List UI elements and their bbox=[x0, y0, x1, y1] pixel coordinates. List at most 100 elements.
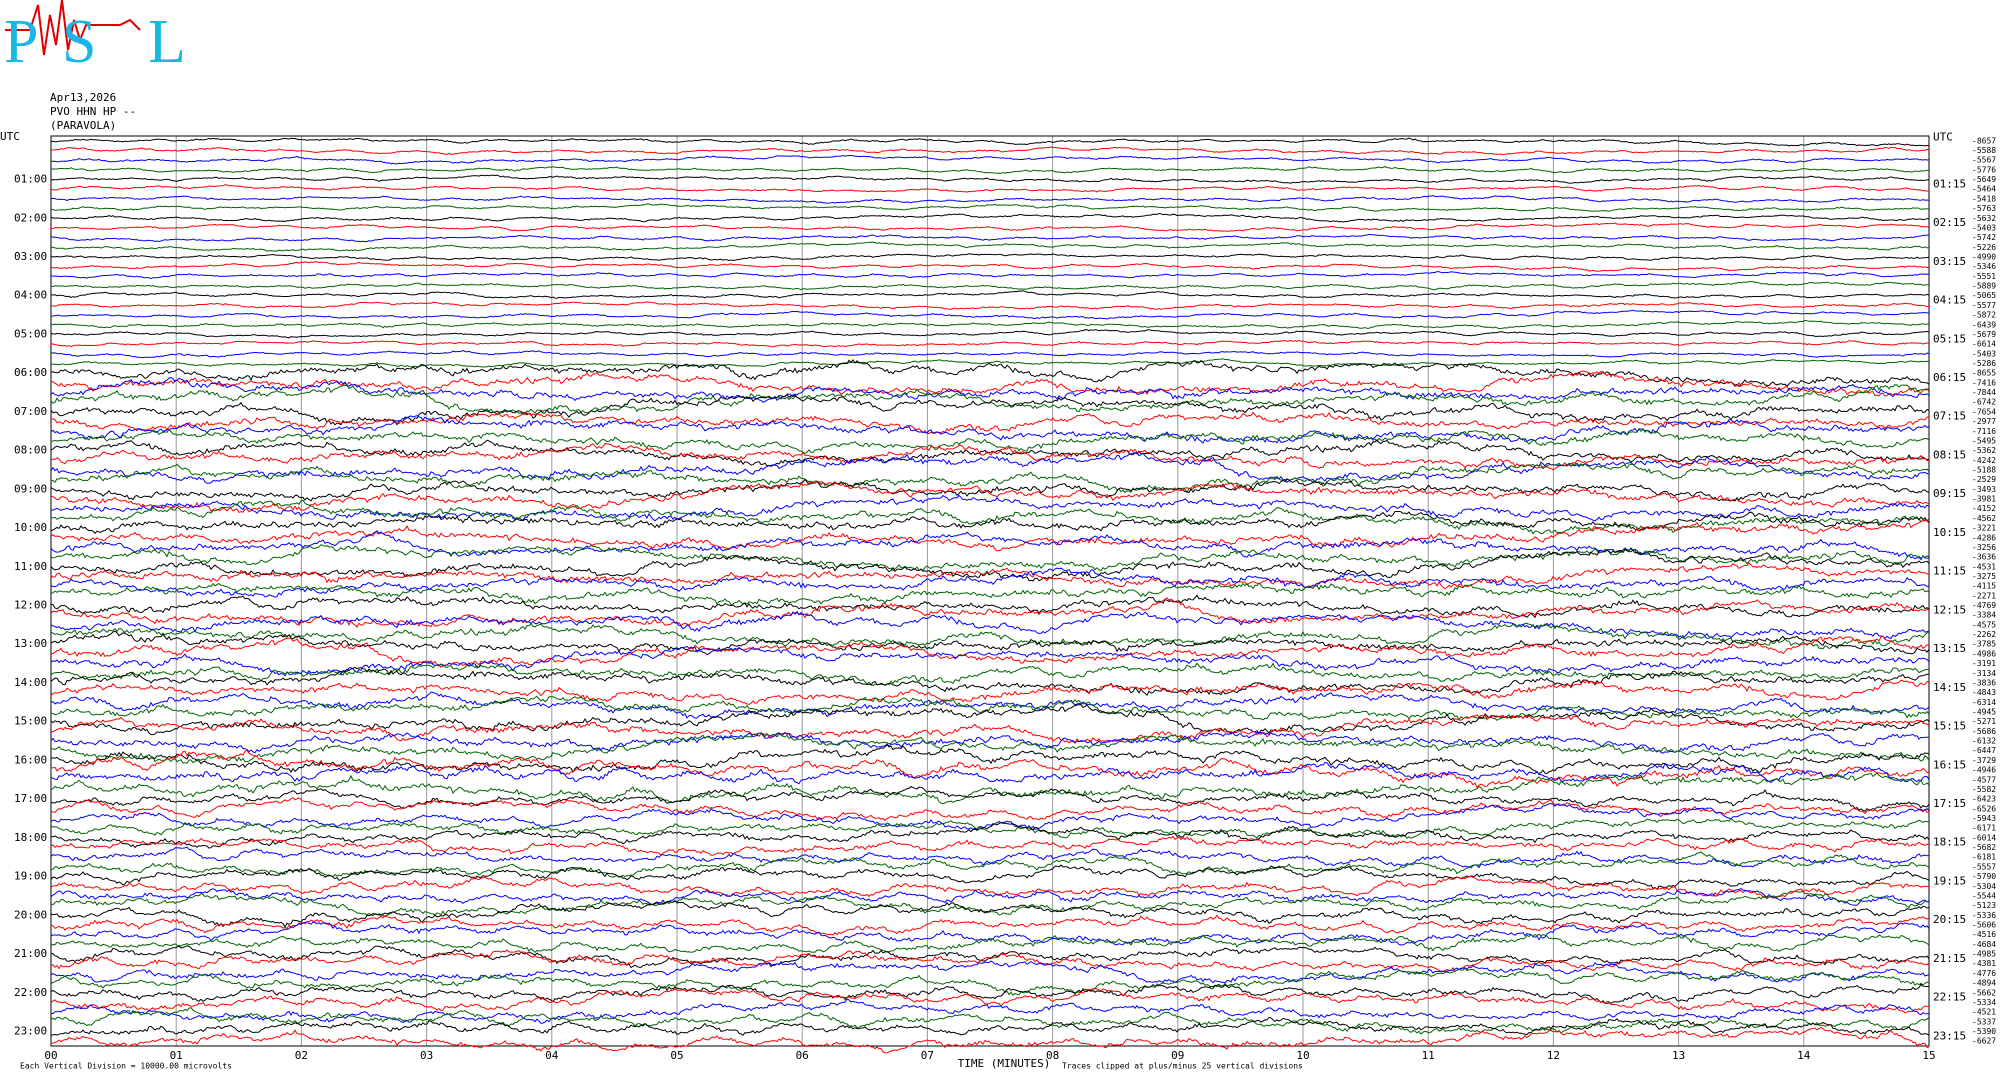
trace-offset: -4985 bbox=[1972, 950, 1996, 959]
trace bbox=[50, 987, 1930, 1014]
right-time-label: 13:15 bbox=[1933, 642, 1966, 655]
logo-letter: L bbox=[148, 8, 186, 76]
trace bbox=[50, 165, 1930, 174]
logo-letter: S bbox=[62, 8, 96, 76]
trace bbox=[50, 567, 1930, 598]
trace-offset: -7416 bbox=[1972, 378, 1996, 387]
trace-offset: -5271 bbox=[1972, 717, 1996, 726]
trace bbox=[50, 358, 1930, 368]
trace-offset: -3636 bbox=[1972, 553, 1996, 562]
trace bbox=[50, 511, 1930, 535]
trace-offset: -3836 bbox=[1972, 678, 1996, 687]
trace bbox=[51, 271, 1930, 280]
header-station: PVO HHN HP -- bbox=[50, 105, 136, 118]
trace-offset: -3729 bbox=[1972, 756, 1996, 765]
trace-offset: -5336 bbox=[1972, 911, 1996, 920]
trace bbox=[50, 817, 1930, 840]
left-time-label: 13:00 bbox=[14, 637, 47, 650]
trace-offset: -4945 bbox=[1972, 708, 1996, 717]
header-date: Apr13,2026 bbox=[50, 91, 116, 104]
right-time-label: 19:15 bbox=[1933, 874, 1966, 887]
logo-letter: P bbox=[4, 8, 38, 76]
trace-offset: -4843 bbox=[1972, 688, 1996, 697]
trace bbox=[50, 544, 1930, 572]
trace-offset: -4946 bbox=[1972, 766, 1996, 775]
trace bbox=[50, 704, 1930, 736]
trace-offset: -5686 bbox=[1972, 727, 1996, 736]
right-time-label: 01:15 bbox=[1933, 177, 1966, 190]
x-tick-label: 03 bbox=[420, 1049, 433, 1062]
trace bbox=[50, 319, 1929, 330]
trace-offset: -6439 bbox=[1972, 320, 1996, 329]
left-time-label: 12:00 bbox=[14, 599, 47, 612]
trace bbox=[50, 480, 1930, 514]
trace bbox=[50, 394, 1930, 426]
trace bbox=[50, 154, 1930, 165]
logo-wave bbox=[5, 0, 141, 56]
trace-offset: -3384 bbox=[1972, 611, 1996, 620]
x-tick-label: 04 bbox=[545, 1049, 559, 1062]
trace bbox=[51, 743, 1930, 775]
trace-offset: -7116 bbox=[1972, 427, 1996, 436]
trace-offset: -5557 bbox=[1972, 862, 1996, 871]
trace bbox=[51, 309, 1930, 320]
trace-offset: -5679 bbox=[1972, 330, 1996, 339]
left-time-label: 16:00 bbox=[14, 753, 47, 766]
right-time-label: 04:15 bbox=[1933, 294, 1966, 307]
trace bbox=[50, 630, 1930, 656]
trace bbox=[50, 914, 1930, 936]
trace bbox=[50, 762, 1930, 785]
right-time-label: 20:15 bbox=[1933, 913, 1966, 926]
trace-offset: -5551 bbox=[1972, 272, 1996, 281]
trace-offset: -4531 bbox=[1972, 562, 1996, 571]
trace-offset: -5418 bbox=[1972, 194, 1996, 203]
trace-offset: -5188 bbox=[1972, 465, 1996, 474]
trace bbox=[50, 983, 1929, 1004]
trace-offset: -5390 bbox=[1972, 1027, 1996, 1036]
trace-offset: -5632 bbox=[1972, 214, 1996, 223]
left-time-label: 09:00 bbox=[14, 482, 47, 495]
right-time-label: 22:15 bbox=[1933, 991, 1966, 1004]
trace bbox=[50, 960, 1930, 984]
trace bbox=[50, 887, 1930, 906]
trace-offset: -3785 bbox=[1972, 640, 1996, 649]
x-tick-label: 01 bbox=[170, 1049, 183, 1062]
right-time-label: 05:15 bbox=[1933, 332, 1966, 345]
trace-offset: -4152 bbox=[1972, 504, 1996, 513]
footer-right: Traces clipped at plus/minus 25 vertical… bbox=[1062, 1062, 1303, 1071]
x-tick-label: 09 bbox=[1171, 1049, 1184, 1062]
trace bbox=[50, 194, 1930, 204]
x-tick-label: 13 bbox=[1672, 1049, 1685, 1062]
trace-offset: -6423 bbox=[1972, 795, 1996, 804]
trace-offset: -5943 bbox=[1972, 814, 1996, 823]
trace bbox=[51, 184, 1929, 193]
trace bbox=[50, 899, 1930, 928]
right-time-label: 07:15 bbox=[1933, 410, 1966, 423]
trace bbox=[50, 835, 1930, 857]
x-tick-label: 00 bbox=[44, 1049, 57, 1062]
trace-offset: -5682 bbox=[1972, 843, 1996, 852]
left-time-label: 20:00 bbox=[14, 908, 47, 921]
trace bbox=[50, 281, 1930, 291]
right-time-label: 12:15 bbox=[1933, 603, 1966, 616]
trace bbox=[50, 261, 1930, 272]
trace bbox=[50, 732, 1930, 764]
trace bbox=[50, 146, 1930, 156]
trace-offset: -4381 bbox=[1972, 959, 1996, 968]
right-time-label: 14:15 bbox=[1933, 681, 1966, 694]
trace-offset: -5362 bbox=[1972, 446, 1996, 455]
trace-offset: -6447 bbox=[1972, 746, 1996, 755]
trace bbox=[50, 411, 1930, 435]
trace bbox=[50, 452, 1930, 484]
trace-offset: -5403 bbox=[1972, 349, 1996, 358]
trace-offset: -6314 bbox=[1972, 698, 1996, 707]
trace bbox=[50, 797, 1930, 821]
left-time-label: 06:00 bbox=[14, 366, 47, 379]
x-tick-label: 02 bbox=[295, 1049, 308, 1062]
trace-offset: -6742 bbox=[1972, 398, 1996, 407]
left-time-label: 10:00 bbox=[14, 521, 47, 534]
trace-offset: -3221 bbox=[1972, 524, 1996, 533]
trace bbox=[50, 851, 1930, 878]
trace bbox=[50, 301, 1929, 310]
trace bbox=[50, 439, 1930, 467]
